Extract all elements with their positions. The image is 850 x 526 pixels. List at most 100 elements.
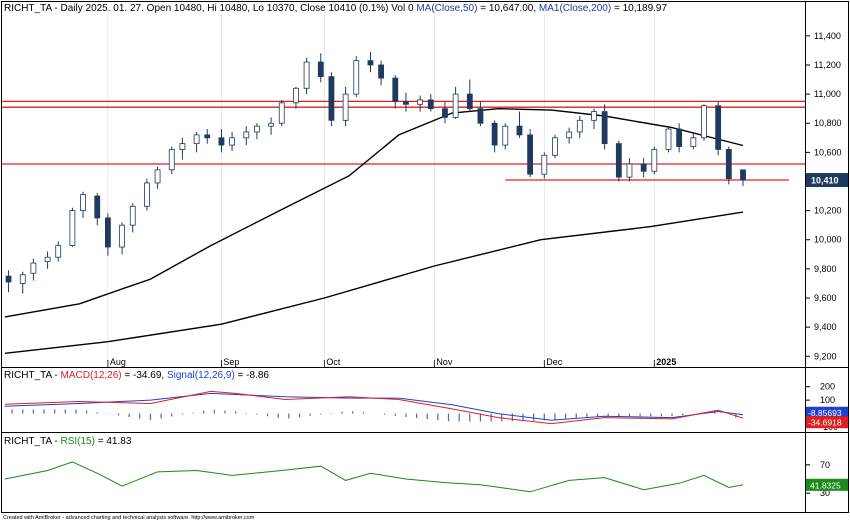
macd-value-tag: -34.6918 [808,418,842,428]
candle-down [5,275,12,283]
candle-down [466,93,473,110]
candle-down [516,125,523,136]
candle-up [552,137,558,156]
candle-down [94,195,101,219]
rsi-plot [4,461,744,493]
candle-up [243,131,250,139]
candle-up [129,205,136,226]
ma50-label: MA(Close,50) [416,3,477,14]
candle-up [268,122,275,127]
rsi-header-sep: - [52,436,61,447]
price-header-info: - Daily 2025. 01. 27. Open 10480, Hi 104… [52,3,417,14]
candle-up [154,169,161,184]
last-price-text: 10,410 [811,176,839,186]
candle-up [193,134,200,145]
candle-down [491,122,498,146]
rsi-value: = 41.83 [95,436,132,447]
candle-down [204,134,211,139]
rsi-label: RSI(15) [61,436,95,447]
candle-up [293,87,299,104]
ma200-label: MA1(Close,200) [539,3,611,14]
candle-up [19,274,26,284]
footer-credit: Created with AmiBroker - advanced charti… [3,515,255,521]
candle-up [342,93,349,121]
candle-down [104,217,111,248]
macd-header: RICHT_TA - MACD(12,26) = -34.69, Signal(… [4,370,269,381]
ma200-line [4,211,744,354]
candle-up [69,210,76,246]
month-label: Nov [436,357,453,367]
candle-up [541,154,548,175]
candle-up [278,102,285,124]
signal-value-tag-box [806,406,848,419]
signal-value-tag: -8.85693 [808,408,842,418]
candle-up [353,60,360,95]
price-axis-label: 10,600 [814,147,842,157]
rsi-value-tag-box [806,478,848,491]
price-axis-label: 9,600 [814,293,837,303]
rsi-line [4,461,744,493]
candle-up [168,149,175,171]
ma200-value: = 10,189.97 [611,3,667,14]
candle-down [640,163,647,172]
macd-value-tag-box [806,416,848,429]
candle-up [30,262,37,274]
month-label: 2025 [656,357,676,367]
macd-header-sep: - [52,370,61,381]
candle-down [477,108,484,124]
candle-down [392,77,399,102]
candle-up [303,61,310,89]
candle-up [626,163,633,178]
candle-down [527,134,534,175]
candle-up [576,119,583,133]
candle-down [317,61,324,78]
candle-down [403,100,409,105]
signal-value: = -8.86 [235,370,270,381]
price-axis-label: 9,400 [814,322,837,332]
candle-up [179,143,186,150]
candle-down [328,76,335,121]
rsi-value-tag: 41.8325 [810,480,841,490]
macd-line [4,390,744,425]
price-axis-label: 10,800 [814,118,842,128]
candle-down [427,99,434,110]
axes: 11,40011,20011,00010,80010,60010,40010,2… [107,31,848,498]
candle-up [651,149,658,172]
candle-up [44,256,51,262]
candle-up [254,125,260,133]
price-plot [2,14,805,365]
rsi-panel [1,432,849,513]
macd-header-symbol: RICHT_TA [4,370,52,381]
price-panel [1,1,849,368]
month-label: Oct [326,357,341,367]
price-header-symbol: RICHT_TA [4,3,52,14]
candle-up [144,182,150,207]
price-axis-label: 10,000 [814,235,842,245]
price-axis-label: 11,200 [814,60,841,70]
candle-down [615,143,622,178]
signal-line [4,392,744,421]
price-axis-label: 11,000 [814,89,841,99]
candle-up [690,137,697,147]
candle-up [229,137,235,146]
signal-label: Signal(12,26,9) [167,370,235,381]
price-header: RICHT_TA - Daily 2025. 01. 27. Open 1048… [4,3,667,14]
candle-up [452,93,459,118]
candle-down [378,64,384,79]
macd-value: = -34.69, [122,370,167,381]
last-price-tag [806,173,848,188]
ma50-value: = 10,647.00, [477,3,538,14]
rsi-axis-label: 70 [820,460,830,470]
candle-down [725,149,732,179]
month-label: Sep [223,357,239,367]
month-label: Aug [110,357,126,367]
price-axis-label: 10,200 [814,206,842,216]
candle-down [715,105,722,150]
rsi-header-symbol: RICHT_TA [4,436,52,447]
candle-down [442,108,448,118]
candle-down [218,137,225,146]
rsi-header: RICHT_TA - RSI(15) = 41.83 [4,436,132,447]
candle-up [701,105,707,139]
